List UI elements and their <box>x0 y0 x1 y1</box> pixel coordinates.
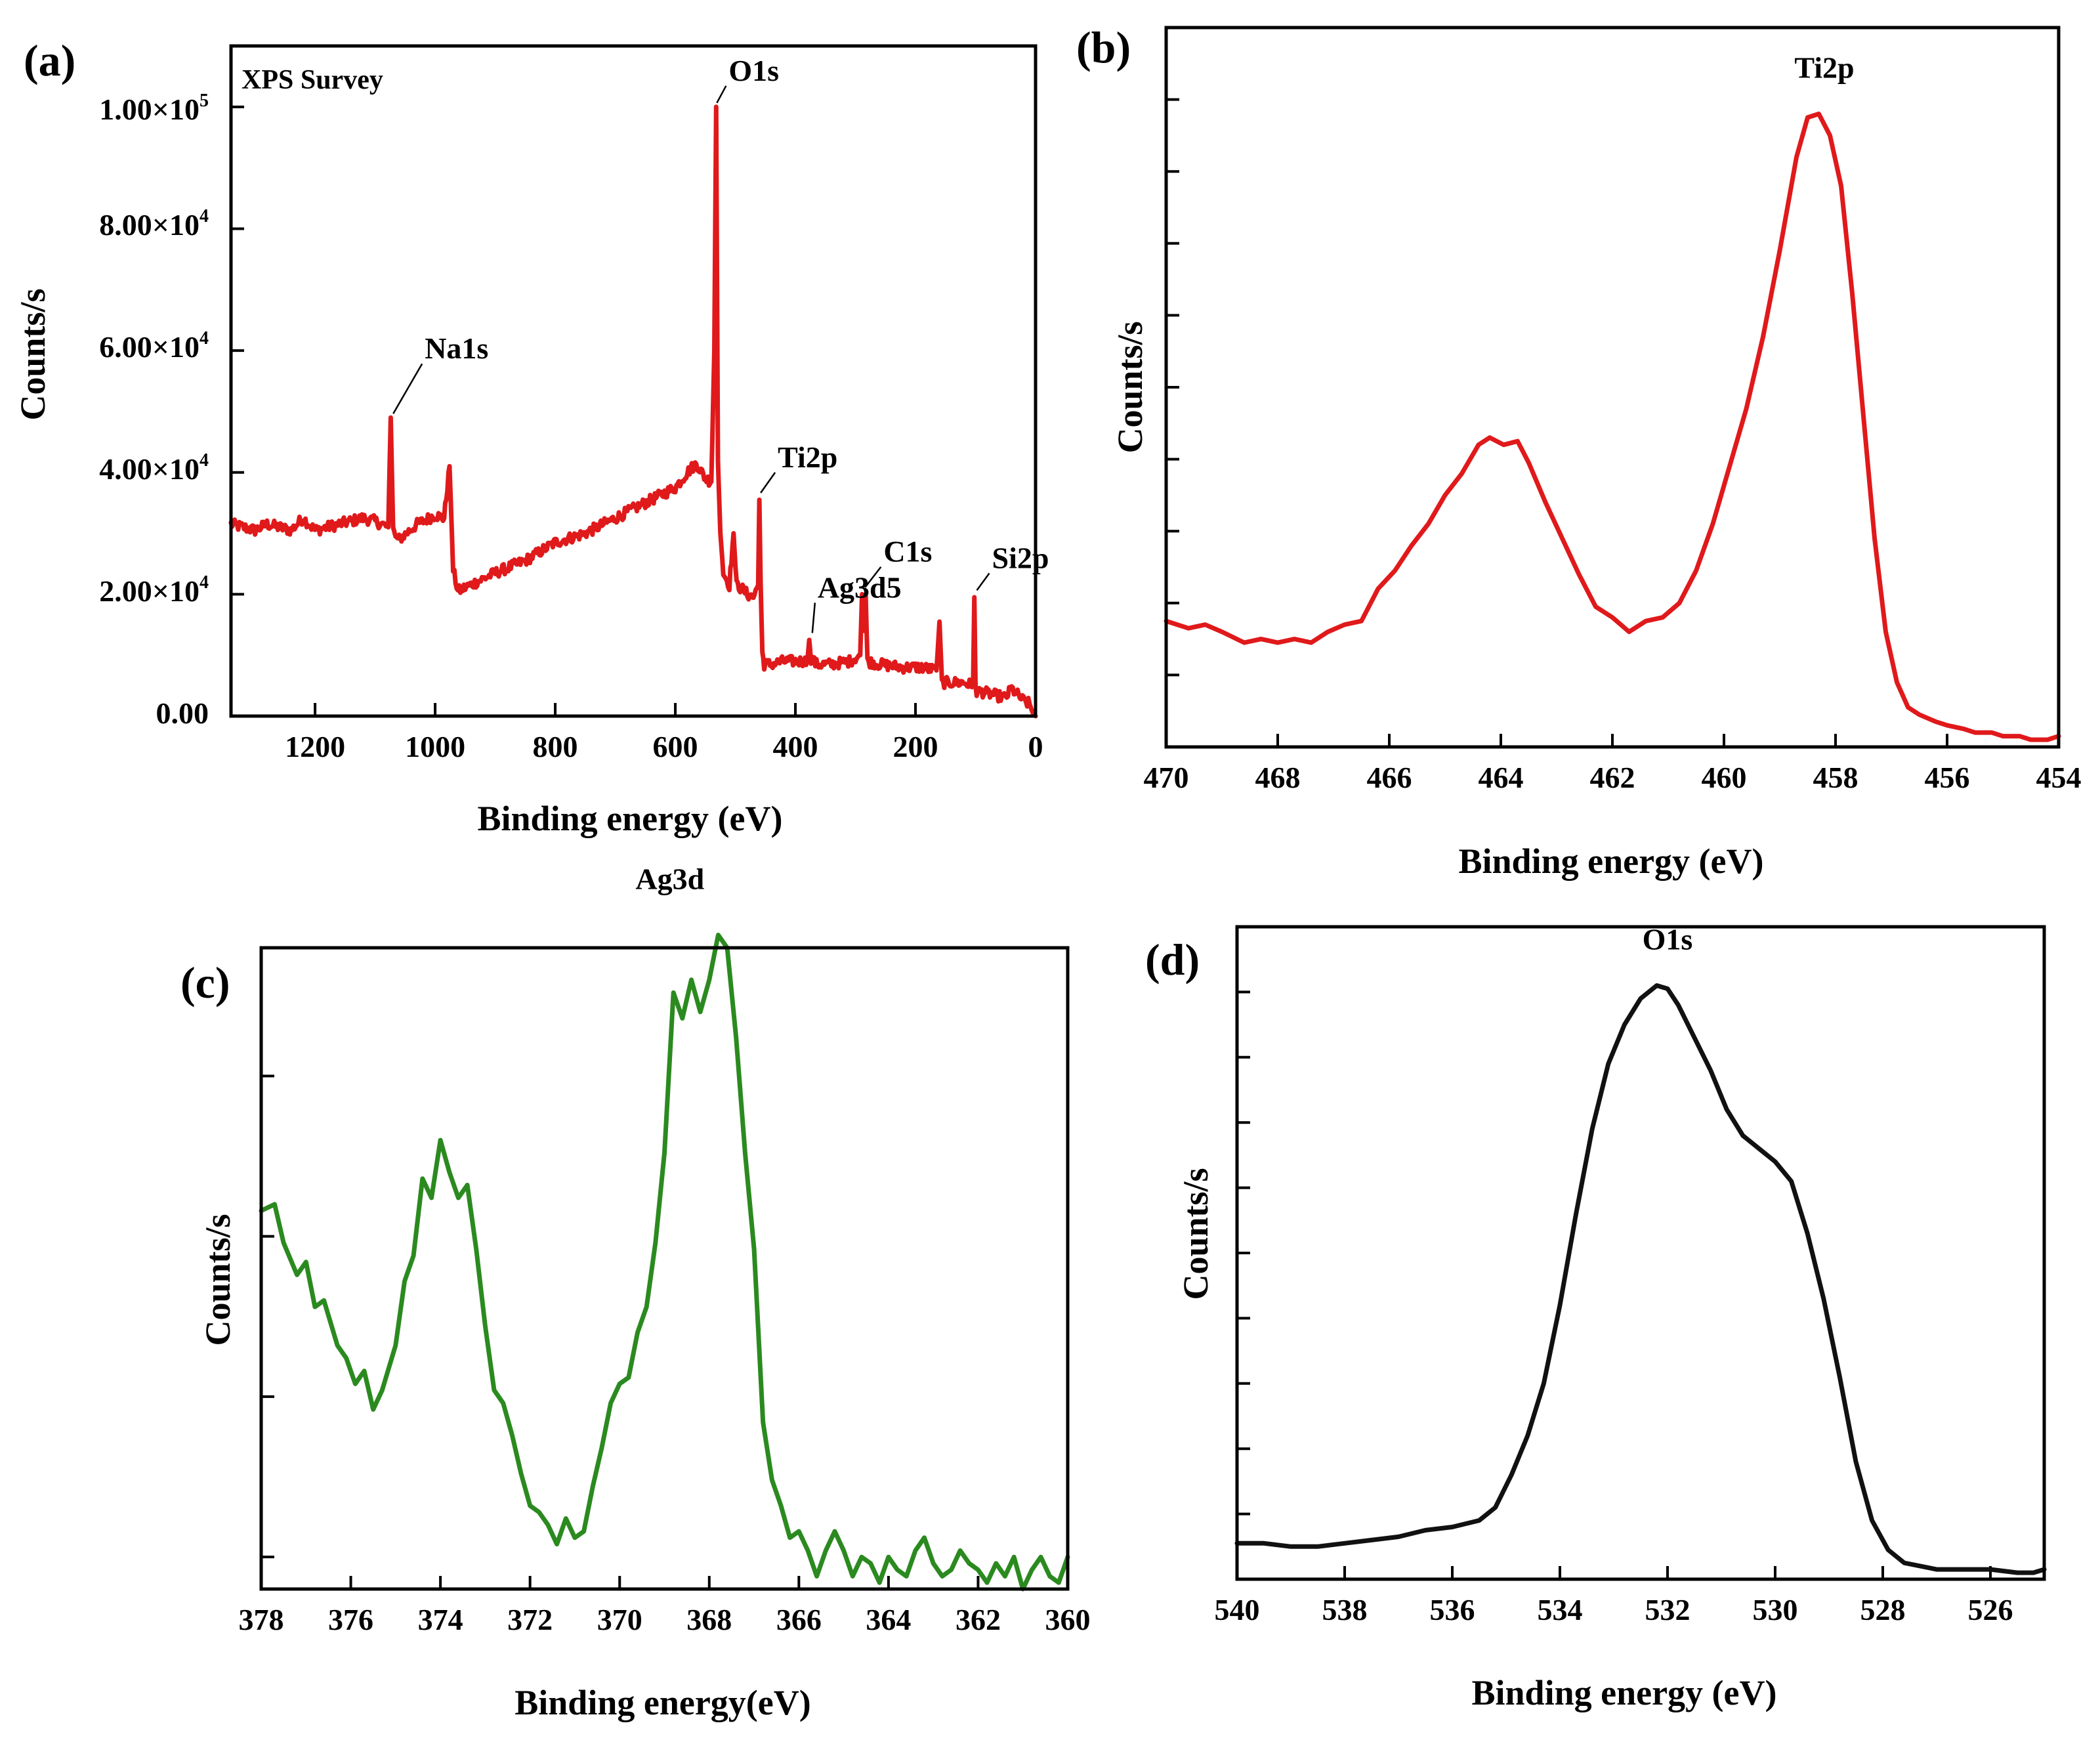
panel-b-xtick-label: 464 <box>1479 761 1524 794</box>
panel-d-xtick-label: 530 <box>1753 1593 1798 1626</box>
plot-layer: 1200 1000 800 600 400 200 0 Na1s O1s Ti2p Ag3d5C1s… <box>228 26 2082 1636</box>
panel-d-ylabel: Counts/s <box>1176 1168 1215 1300</box>
panel-a-peak-label: Ti2p <box>778 440 837 474</box>
panel-d-xtick-label: 528 <box>1860 1593 1906 1626</box>
panel-c-plot: 378 376 374 372 370 368 366 364 362 360 Ag3d <box>239 862 1091 1636</box>
panel-b-series-line <box>1164 112 2061 742</box>
panel-a-letter: (a) <box>24 35 75 85</box>
panel-a-peak-label: Na1s <box>425 331 488 365</box>
panel-a-peak-label: Si2p <box>992 541 1049 574</box>
panel-a-ytick-label: 0.00 <box>156 696 209 730</box>
panel-b-xtick-label: 460 <box>1702 761 1747 794</box>
panel-c-plot-frame <box>259 946 1070 1591</box>
panel-d-xtick-label: 536 <box>1430 1593 1475 1626</box>
panel-a-xtick-label: 0 <box>1028 730 1043 763</box>
panel-c-xtick-label: 364 <box>866 1603 911 1636</box>
panel-c-xtick-label: 362 <box>956 1603 1001 1636</box>
panel-a-ytick-label: 2.00×104 <box>99 572 209 608</box>
panel-a-xtick-label: 1000 <box>405 730 465 763</box>
panel-b-xlabel: Binding energy (eV) <box>1459 841 1764 881</box>
panel-d-xtick-label: 538 <box>1322 1593 1368 1626</box>
panel-d-xtick-label: 526 <box>1968 1593 2013 1626</box>
panel-a-ylabel: Counts/s <box>13 288 52 420</box>
panel-c-xtick-label: 368 <box>686 1603 732 1636</box>
panel-a-peak-label: O1s <box>728 54 779 87</box>
panel-a-ytick-label: 1.00×105 <box>99 91 209 126</box>
panel-c-peak-label: Ag3d <box>635 862 704 895</box>
panel-c-xtick-label: 360 <box>1045 1603 1091 1636</box>
panel-a-series-line <box>228 104 1038 719</box>
panel-a-ytick-label: 6.00×104 <box>99 328 209 364</box>
panel-c: (c) Counts/s Binding energy(eV) <box>180 958 811 1722</box>
panel-b-xtick-label: 458 <box>1813 761 1858 794</box>
panel-b-xtick-label: 456 <box>1925 761 1970 794</box>
panel-a-peak-leader <box>976 572 990 591</box>
panel-d-xtick-label: 532 <box>1645 1593 1690 1626</box>
panel-b-xtick-label: 454 <box>2036 761 2082 794</box>
panel-a-ytick-label: 4.00×104 <box>99 450 209 486</box>
panel-a-peak-leader <box>716 85 727 104</box>
panel-a-xtick-label: 600 <box>653 730 698 763</box>
panel-a-peak-leader <box>811 603 816 633</box>
panel-c-xlabel: Binding energy(eV) <box>514 1683 811 1722</box>
panel-c-xtick-label: 366 <box>776 1603 822 1636</box>
panel-a: (a) XPS Survey Counts/s Binding energy (… <box>13 35 783 838</box>
panel-d-plot: 540 538 536 534 532 530 528 526 O1s <box>1215 922 2047 1626</box>
panel-a-peak-leader <box>392 363 423 414</box>
panel-c-series-line <box>259 933 1070 1592</box>
panel-b-letter: (b) <box>1076 22 1131 72</box>
panel-a-xtick-label: 800 <box>533 730 578 763</box>
panel-d-xlabel: Binding energy (eV) <box>1472 1673 1777 1712</box>
panel-c-xtick-label: 376 <box>328 1603 373 1636</box>
panel-d-series-line <box>1234 983 2047 1575</box>
panel-d-xtick-label: 540 <box>1215 1593 1260 1626</box>
panel-d-xtick-label: 534 <box>1538 1593 1583 1626</box>
panel-b-xtick-label: 462 <box>1590 761 1635 794</box>
panel-b-ylabel: Counts/s <box>1110 321 1150 453</box>
panel-c-xtick-label: 370 <box>597 1603 642 1636</box>
panel-a-xlabel: Binding energy (eV) <box>478 799 783 838</box>
panel-c-letter: (c) <box>180 958 230 1008</box>
panel-a-plot: 1200 1000 800 600 400 200 0 Na1s O1s Ti2p Ag3d5C1s… <box>228 44 1049 763</box>
panel-b: (b) Counts/s Binding energy (eV) <box>1076 22 1764 881</box>
panel-b-xtick-label: 468 <box>1255 761 1301 794</box>
panel-a-peak-leader <box>864 566 882 588</box>
panel-b-peak-label: Ti2p <box>1794 51 1854 85</box>
panel-b-plot: 470 468 466 464 462 460 458 456 454 Ti2p <box>1144 26 2082 794</box>
panel-d-letter: (d) <box>1145 935 1200 985</box>
panel-c-xtick-label: 378 <box>239 1603 284 1636</box>
panel-a-xtick-label: 1200 <box>285 730 345 763</box>
panel-c-xtick-label: 374 <box>418 1603 463 1636</box>
panel-c-xtick-label: 372 <box>507 1603 553 1636</box>
panel-a-peak-label: Ag3d5 <box>818 570 902 604</box>
panel-b-xtick-label: 470 <box>1144 761 1189 794</box>
panel-b-plot-frame <box>1164 26 2061 749</box>
panel-a-peak-label: C1s <box>883 535 932 568</box>
panel-d-peak-label: O1s <box>1643 922 1693 956</box>
panel-a-xtick-label: 200 <box>893 730 938 763</box>
panel-a-xtick-label: 400 <box>773 730 818 763</box>
panel-b-xtick-label: 466 <box>1367 761 1412 794</box>
panel-a-plot-frame <box>229 44 1038 718</box>
panel-d: (d) Counts/s Binding energy (eV) <box>1145 935 1777 1712</box>
panel-a-inset-title: XPS Survey <box>242 65 383 95</box>
panel-d-plot-frame <box>1235 925 2046 1581</box>
panel-a-ytick-labels: 0.00 2.00×104 4.00×104 6.00×104 8.00×104… <box>99 91 209 730</box>
panel-a-ytick-label: 8.00×104 <box>99 206 209 242</box>
panel-c-ylabel: Counts/s <box>198 1214 238 1346</box>
panel-a-peak-leader <box>760 472 776 494</box>
